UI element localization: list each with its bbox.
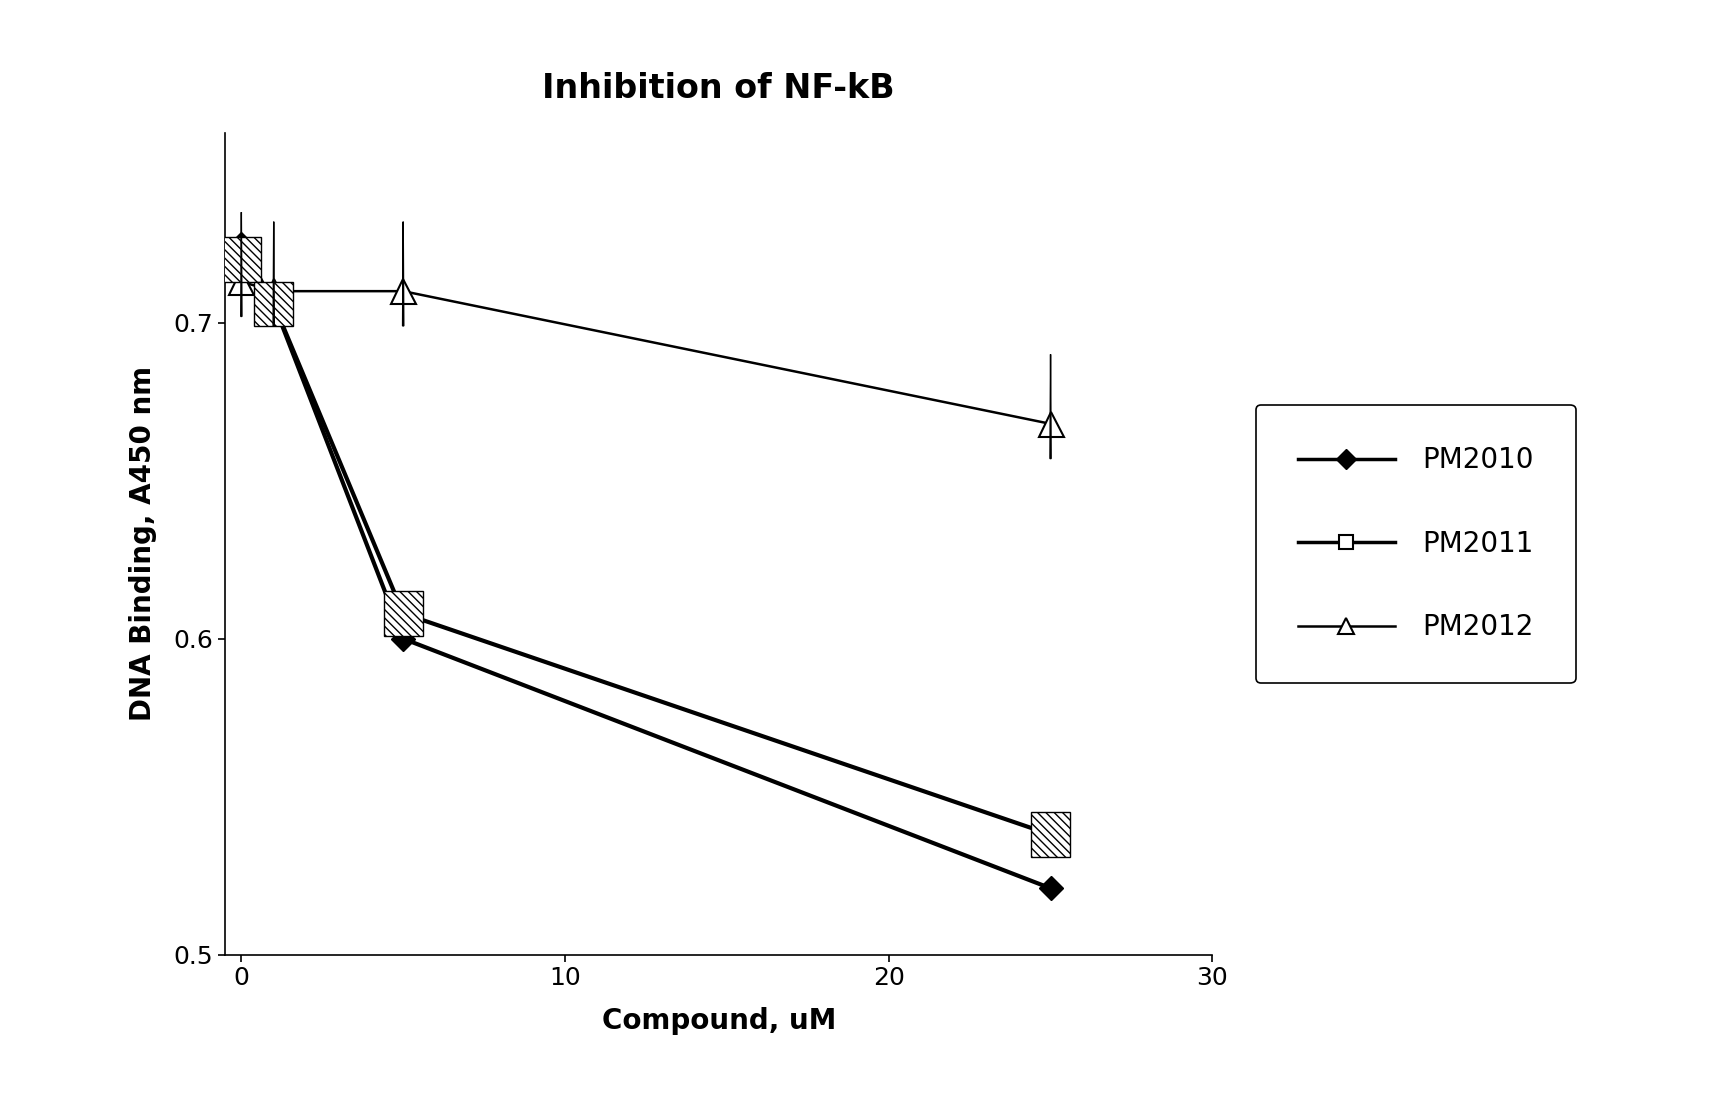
Y-axis label: DNA Binding, A450 nm: DNA Binding, A450 nm xyxy=(128,366,158,722)
PM2012 xyxy=(393,284,414,297)
PM2011 xyxy=(1041,828,1062,841)
PM2012 xyxy=(263,284,284,297)
Line: PM2010: PM2010 xyxy=(234,235,1058,897)
Line: PM2012: PM2012 xyxy=(229,270,1063,436)
Title: Inhibition of NF-kB: Inhibition of NF-kB xyxy=(542,72,895,105)
PM2012 xyxy=(230,275,251,289)
PM2010 xyxy=(263,297,284,311)
PM2011 xyxy=(230,253,251,266)
FancyBboxPatch shape xyxy=(1031,813,1070,857)
PM2011 xyxy=(393,607,414,620)
X-axis label: Compound, uM: Compound, uM xyxy=(601,1007,837,1035)
Line: PM2011: PM2011 xyxy=(232,250,1060,845)
FancyBboxPatch shape xyxy=(222,238,262,282)
FancyBboxPatch shape xyxy=(255,282,293,326)
PM2010 xyxy=(230,238,251,251)
Legend: PM2010, PM2011, PM2012: PM2010, PM2011, PM2012 xyxy=(1256,405,1576,683)
PM2010 xyxy=(393,632,414,645)
PM2010 xyxy=(1041,881,1062,895)
PM2012 xyxy=(1041,417,1062,431)
FancyBboxPatch shape xyxy=(385,592,423,636)
PM2011 xyxy=(263,297,284,311)
